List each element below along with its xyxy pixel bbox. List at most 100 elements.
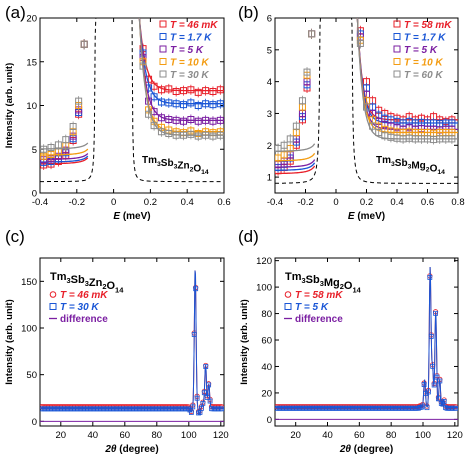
data-point	[165, 130, 173, 137]
fit-curve	[275, 162, 316, 171]
legend-marker	[393, 20, 401, 28]
y-tick-label: 6	[267, 14, 272, 25]
legend-marker	[49, 303, 57, 310]
resolution-curve	[275, 18, 458, 184]
data-point	[150, 122, 158, 130]
fit-curve	[356, 18, 458, 140]
fit-curve	[275, 159, 316, 168]
data-point	[157, 114, 165, 122]
y-tick-label: 40	[261, 362, 272, 373]
data-point	[180, 117, 188, 125]
y-tick-label: 15	[26, 57, 37, 68]
data-point	[209, 117, 217, 125]
data-point	[157, 86, 165, 94]
data-point	[219, 406, 224, 412]
data-point	[202, 87, 210, 95]
legend-entry: T = 10 K	[170, 58, 209, 69]
data-point	[207, 398, 213, 404]
x-tick-label: -0.2	[297, 197, 313, 208]
x-tick-label: 0.2	[144, 197, 157, 208]
legend-entry: T = 1.7 K	[170, 33, 212, 44]
data-point	[216, 131, 224, 139]
data-point	[437, 378, 443, 384]
data-point	[139, 62, 147, 70]
fit-curve	[356, 18, 458, 134]
plot-area	[40, 270, 224, 422]
data-point	[200, 400, 206, 406]
data-point	[157, 98, 165, 106]
legend-entry: T = 5 K	[404, 45, 438, 56]
data-point	[165, 99, 173, 107]
x-tick-label: 0.6	[217, 197, 230, 208]
data-point	[448, 135, 456, 143]
panel-label: (c)	[5, 227, 25, 246]
data-point	[427, 275, 433, 280]
legend-entry: T = 30 K	[170, 70, 209, 81]
data-point	[441, 399, 447, 404]
data-point	[286, 135, 294, 143]
legend-entry: difference	[60, 314, 108, 325]
data-point	[187, 407, 193, 413]
data-point	[193, 286, 199, 292]
x-tick-label: -0.4	[32, 197, 48, 208]
data-point	[202, 131, 210, 139]
data-point	[418, 404, 424, 410]
data-point	[196, 410, 201, 416]
data-point	[209, 88, 217, 95]
data-point	[191, 332, 197, 337]
legend-marker	[159, 70, 167, 78]
legend-entry: T = 10 K	[404, 58, 443, 69]
y-axis-label: Intensity (arb. unit)	[4, 299, 15, 385]
panel-label: (d)	[238, 227, 259, 246]
x-tick-label: 0.4	[390, 197, 403, 208]
data-point	[204, 395, 210, 400]
data-point	[187, 130, 195, 138]
y-tick-label: 150	[21, 277, 37, 288]
y-tick-label: 0	[32, 189, 37, 200]
sample-formula: Tm3Sb3Mg2O14	[376, 155, 445, 176]
x-tick-label: 80	[386, 430, 397, 441]
data-point	[145, 110, 153, 118]
x-tick-label: 0.8	[451, 197, 464, 208]
data-point	[157, 128, 165, 136]
data-point	[180, 131, 188, 139]
panel-3: 20 40 60 80 100 120 0 20 40 60 80 100 120 2θ (degree)…	[238, 227, 463, 455]
data-point	[431, 382, 437, 388]
y-tick-label: 20	[261, 388, 272, 399]
data-point	[194, 117, 202, 125]
x-tick-label: 0	[333, 197, 338, 208]
data-point	[216, 116, 224, 124]
data-point	[172, 100, 180, 108]
fit-curve	[275, 165, 316, 175]
data-point	[428, 334, 434, 339]
y-tick-label: 3	[267, 109, 272, 120]
data-point	[292, 122, 300, 130]
data-point	[426, 389, 431, 395]
data-point	[216, 86, 224, 94]
data-point	[430, 363, 436, 369]
x-axis-label: 2θ (degree)	[339, 444, 393, 455]
y-axis-label: Intensity (arb. unit)	[4, 63, 15, 149]
data-point	[303, 68, 311, 76]
legend-entry: T = 1.7 K	[404, 33, 446, 44]
sample-formula: Tm3Sb3Mg2O14	[285, 271, 362, 294]
legend-marker	[284, 291, 292, 298]
legend-marker	[393, 33, 401, 40]
panel-2: 20 40 60 80 100 120 0 50 100 150 2θ (degree) Intens…	[4, 227, 229, 455]
plot-area	[275, 18, 458, 184]
data-point	[209, 132, 217, 140]
y-tick-label: 0	[32, 417, 37, 428]
x-tick-label: 0.2	[360, 197, 373, 208]
legend-entry: T = 30 K	[60, 302, 99, 313]
legend-entry: difference	[295, 314, 343, 325]
data-point	[194, 102, 202, 109]
legend-entry: T = 46 mK	[60, 290, 108, 301]
x-tick-label: 60	[354, 430, 365, 441]
x-tick-label: 120	[213, 430, 229, 441]
x-tick-label: 100	[415, 430, 431, 441]
legend-entry: T = 58 mK	[295, 290, 343, 301]
fit-curve	[275, 152, 316, 162]
y-tick-label: 50	[26, 370, 37, 381]
panel-1: -0.4 -0.2 0 0.2 0.4 0.6 0.8 1 2 3 4 5 6 E (meV) (b) T =…	[238, 3, 465, 222]
